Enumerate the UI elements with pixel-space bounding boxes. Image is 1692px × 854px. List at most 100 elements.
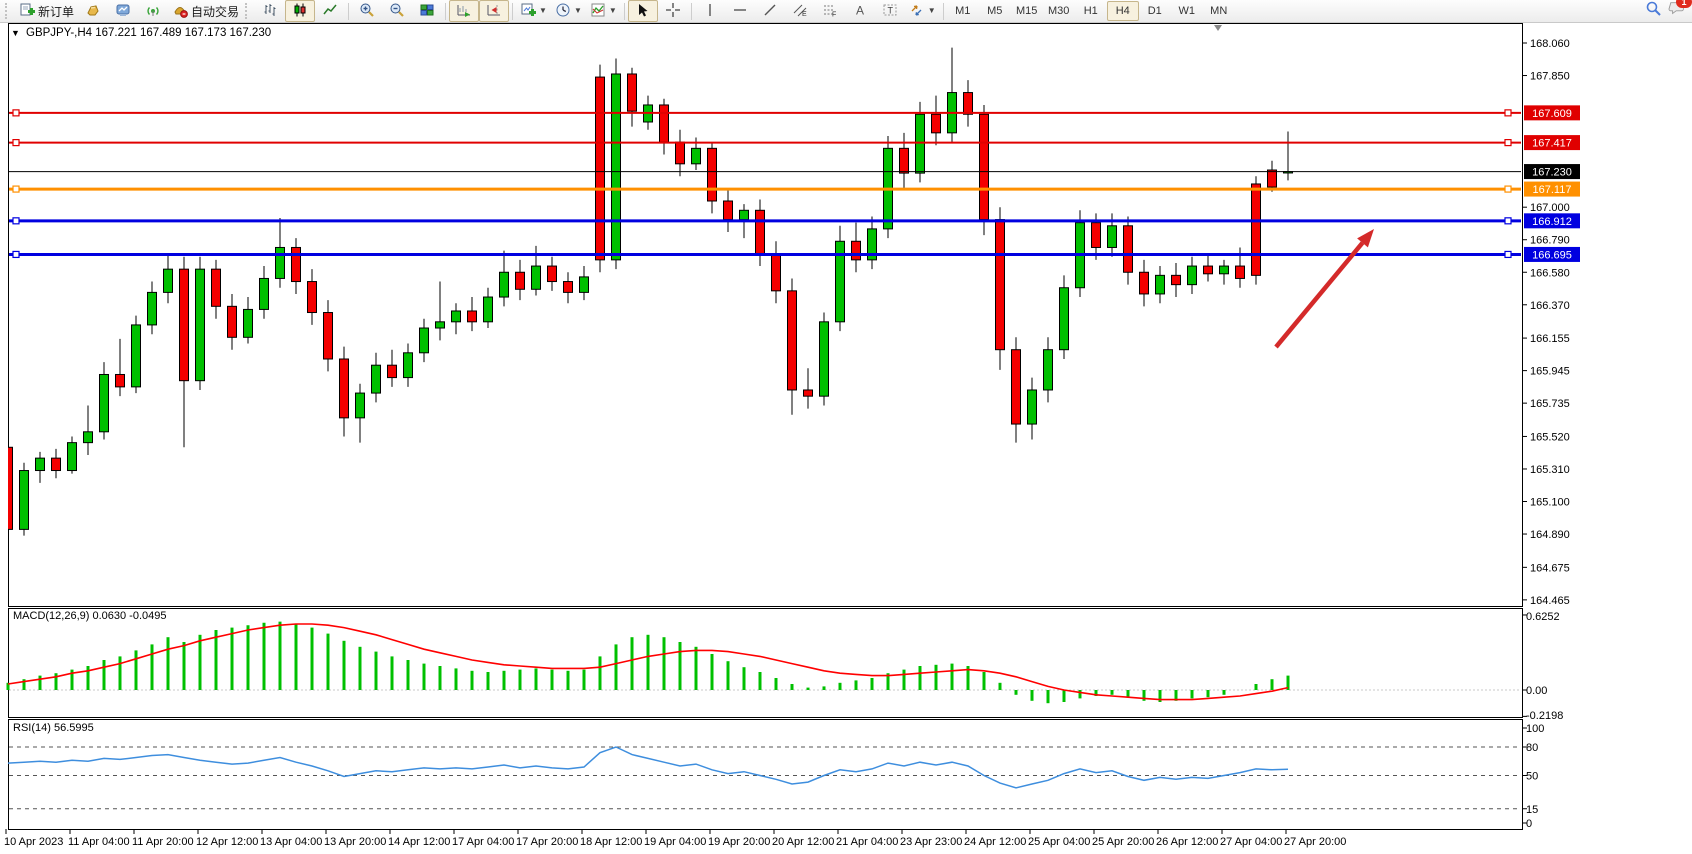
new-order-icon <box>19 2 35 21</box>
line-handle[interactable] <box>12 185 20 193</box>
crosshair-tool-button[interactable] <box>658 0 688 22</box>
period-button[interactable]: ▼ <box>551 0 586 22</box>
toolbar-grip[interactable] <box>245 3 252 19</box>
price-label-text: 167.609 <box>1532 108 1572 120</box>
time-axis-label: 11 Apr 20:00 <box>132 836 194 848</box>
chevron-down-icon: ▼ <box>573 6 582 15</box>
candle-body <box>915 113 925 174</box>
timeframe-button-H1[interactable]: H1 <box>1083 5 1098 17</box>
time-axis-label: 17 Apr 20:00 <box>516 836 578 848</box>
candle-body <box>1059 287 1069 351</box>
time-axis-label: 25 Apr 04:00 <box>1028 836 1090 848</box>
macd-indicator-label: MACD(12,26,9) 0.0630 -0.0495 <box>13 610 167 622</box>
charts-button[interactable] <box>108 0 138 22</box>
trendline-tool-button[interactable] <box>755 0 785 22</box>
candle-body <box>1043 349 1053 391</box>
new-order-button[interactable]: 新订单 <box>15 0 78 22</box>
chart-shift-marker-icon[interactable] <box>1214 25 1222 31</box>
line-handle[interactable] <box>1504 250 1512 259</box>
line-handle[interactable] <box>1504 109 1512 117</box>
candle-body <box>1107 225 1117 248</box>
market-watch-icon <box>85 2 101 21</box>
toolbar-separator <box>942 2 944 20</box>
text-tool-button[interactable]: A <box>845 0 875 22</box>
candle-body <box>83 431 93 444</box>
main-toolbar: 新订单 自动交易 <box>0 0 1692 23</box>
candle-body <box>403 352 413 379</box>
time-axis-label: 10 Apr 2023 <box>4 836 63 848</box>
price-axis-tick-label: 166.370 <box>1530 300 1570 312</box>
chart-area: 167.609 167.417 167.230 167.117 166.912 166.6… <box>0 23 1692 854</box>
timeframe-button-D1[interactable]: D1 <box>1147 5 1162 17</box>
candle-body <box>467 310 477 323</box>
line-handle[interactable] <box>1504 139 1512 147</box>
price-chart[interactable]: 167.609 167.417 167.230 167.117 166.912 166.6… <box>0 23 1692 854</box>
macd-axis-label: 0.00 <box>1526 685 1547 697</box>
price-axis-tick-label: 164.890 <box>1530 529 1570 541</box>
timeframe-button-M15[interactable]: M15 <box>1016 5 1038 17</box>
candle-body <box>1219 265 1229 275</box>
bar-chart-mode-button[interactable] <box>255 0 285 22</box>
timeframe-button-M1[interactable]: M1 <box>955 5 971 17</box>
timeframe-button-M30[interactable]: M30 <box>1048 5 1070 17</box>
rsi-indicator-label: RSI(14) 56.5995 <box>13 722 94 734</box>
candle-body <box>979 113 989 221</box>
time-axis-label: 11 Apr 04:00 <box>68 836 130 848</box>
horizontal-line-tool-button[interactable] <box>725 0 755 22</box>
search-icon[interactable] <box>1645 0 1662 22</box>
zoom-out-button[interactable] <box>382 0 412 22</box>
candle-body <box>323 312 333 360</box>
timeframe-button-M5[interactable]: M5 <box>987 5 1003 17</box>
tile-windows-button[interactable] <box>412 0 442 22</box>
candle-body <box>163 268 173 293</box>
candle-body <box>1235 265 1245 279</box>
new-chart-button[interactable]: ▼ <box>516 0 551 22</box>
rsi-line <box>7 746 1289 789</box>
trend-arrow-object[interactable] <box>1274 241 1365 349</box>
candle-body <box>275 246 285 279</box>
candle-body <box>627 73 637 112</box>
notifications-button[interactable]: 1 <box>1668 0 1692 22</box>
notification-badge: 1 <box>1676 0 1692 8</box>
line-handle[interactable] <box>12 250 20 259</box>
toolbar-grip[interactable] <box>5 3 12 19</box>
time-axis-label: 19 Apr 20:00 <box>708 836 770 848</box>
vertical-line-tool-button[interactable] <box>695 0 725 22</box>
indicators-button[interactable]: ▼ <box>586 0 621 22</box>
arrows-tool-button[interactable]: ▼ <box>905 0 940 22</box>
candle-body <box>179 268 189 382</box>
label-tool-button[interactable]: T <box>875 0 905 22</box>
timeframe-button-H4[interactable]: H4 <box>1106 1 1139 21</box>
candle-body <box>243 308 253 338</box>
auto-scroll-button[interactable] <box>449 0 480 22</box>
timeframe-button-MN[interactable]: MN <box>1210 5 1228 17</box>
line-handle[interactable] <box>1504 185 1512 193</box>
candle-body <box>899 147 909 174</box>
line-handle[interactable] <box>1504 217 1512 225</box>
price-axis-tick-label: 164.465 <box>1530 595 1570 607</box>
fibonacci-tool-button[interactable]: F <box>815 0 845 22</box>
timeframe-button-W1[interactable]: W1 <box>1178 5 1195 17</box>
signals-button[interactable] <box>138 0 168 22</box>
line-chart-mode-button[interactable] <box>315 0 345 22</box>
zoom-in-button[interactable] <box>352 0 382 22</box>
macd-axis-label: 0.6252 <box>1526 611 1560 623</box>
candle-body <box>419 327 429 354</box>
cursor-tool-button[interactable] <box>627 0 658 22</box>
channel-tool-button[interactable]: E <box>785 0 815 22</box>
new-chart-icon <box>520 2 537 21</box>
candlestick-mode-button[interactable] <box>285 0 316 22</box>
price-axis-tick-label: 166.155 <box>1530 333 1570 345</box>
line-handle[interactable] <box>12 217 20 225</box>
clock-icon <box>555 2 571 21</box>
time-axis-label: 25 Apr 20:00 <box>1092 836 1154 848</box>
autotrading-button[interactable]: 自动交易 <box>168 0 243 22</box>
chart-title: GBPJPY-,H4 167.221 167.489 167.173 167.2… <box>26 27 272 39</box>
candlestick-icon <box>292 2 308 21</box>
chart-shift-button[interactable] <box>479 0 510 22</box>
candle-body <box>547 265 557 283</box>
market-watch-button[interactable] <box>78 0 108 22</box>
line-handle[interactable] <box>12 109 20 117</box>
line-handle[interactable] <box>12 139 20 147</box>
chart-menu-icon[interactable]: ▼ <box>11 28 20 38</box>
